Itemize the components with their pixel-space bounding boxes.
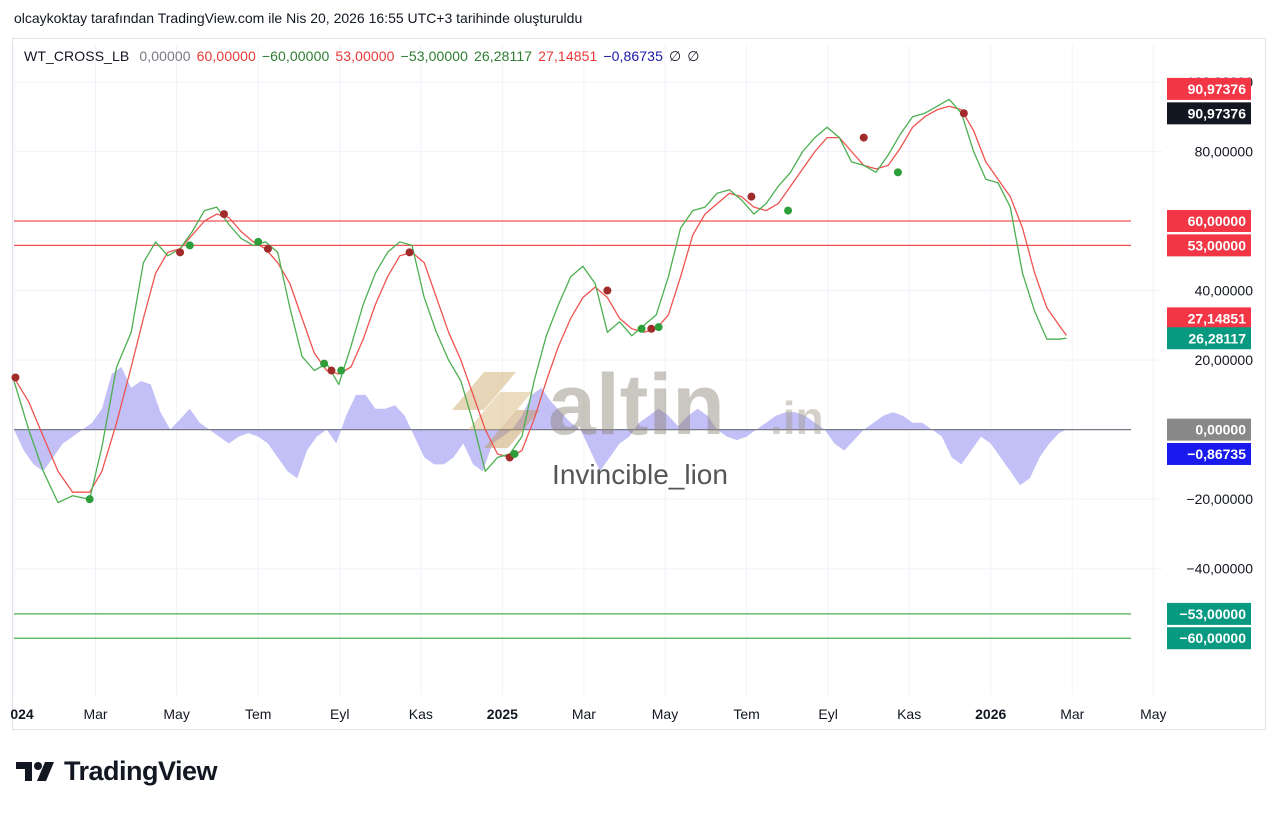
legend-value: 53,00000 — [335, 48, 395, 64]
cross-point-up — [185, 241, 194, 250]
price-badge-label: 60,00000 — [1188, 213, 1247, 229]
cross-point-up — [893, 168, 902, 177]
price-badge-label: 26,28117 — [1188, 330, 1246, 346]
tradingview-logo[interactable]: TradingView — [16, 756, 218, 787]
cross-point-down — [176, 248, 185, 257]
x-tick-label: Kas — [409, 706, 433, 722]
cross-point-down — [859, 133, 868, 142]
cross-point-down — [603, 286, 612, 295]
price-badge — [1167, 77, 1251, 100]
cross-point-down — [327, 366, 336, 375]
legend-value: −60,00000 — [261, 48, 330, 64]
cross-point-up — [337, 366, 346, 375]
tradingview-logo-icon — [16, 761, 54, 781]
price-badge — [1167, 327, 1251, 350]
price-badge-label: 27,14851 — [1188, 310, 1247, 326]
cross-point-up — [510, 449, 519, 458]
price-badge — [1167, 627, 1251, 650]
wt-diff-area — [14, 367, 1067, 486]
y-tick-label: 40,00000 — [1195, 283, 1254, 299]
price-badge-label: −60,00000 — [1179, 630, 1246, 646]
legend-value: 60,00000 — [196, 48, 256, 64]
watermark-brand: altin — [548, 357, 725, 453]
price-badge — [1167, 602, 1251, 625]
cross-point-up — [85, 495, 94, 504]
price-badge-label: 0,00000 — [1195, 422, 1246, 438]
x-tick-label: 2026 — [975, 706, 1006, 722]
x-tick-label: May — [1140, 706, 1166, 722]
price-badge-label: −53,00000 — [1179, 606, 1246, 622]
x-tick-label: Mar — [572, 706, 596, 722]
cross-point-down — [405, 248, 414, 257]
x-tick-label: Eyl — [818, 706, 837, 722]
series-lines — [13, 98, 1067, 504]
chart-header: olcaykoktay tarafından TradingView.com i… — [14, 10, 583, 26]
x-tick-label: Mar — [83, 706, 107, 722]
cross-point-up — [784, 206, 793, 215]
tradingview-logo-text: TradingView — [64, 756, 218, 786]
legend-value: 26,28117 — [474, 48, 533, 64]
indicator-legend[interactable]: WT_CROSS_LB 0,00000 60,00000 −60,00000 53,0… — [24, 48, 706, 65]
cross-point-down — [959, 109, 968, 118]
y-tick-label: −40,00000 — [1186, 561, 1253, 577]
price-badge-label: 90,97376 — [1188, 105, 1247, 121]
chart-panel — [12, 38, 1266, 730]
price-badge — [1167, 210, 1251, 233]
price-badge-label: 90,97376 — [1188, 81, 1247, 97]
x-tick-label: Eyl — [330, 706, 349, 722]
level-lines — [14, 220, 1131, 639]
x-tick-label: Kas — [897, 706, 921, 722]
price-badge — [1167, 442, 1251, 465]
legend-value: ∅ — [687, 48, 700, 64]
price-badge-label: 53,00000 — [1188, 237, 1247, 253]
x-tick-label: Tem — [733, 706, 759, 722]
watermark-username: Invincible_lion — [552, 459, 728, 490]
price-badge — [1167, 102, 1251, 125]
price-badge — [1167, 418, 1251, 441]
x-tick-label: May — [652, 706, 678, 722]
legend-value: 27,14851 — [538, 48, 598, 64]
series-wt1 — [13, 98, 1067, 504]
price-badge — [1167, 234, 1251, 257]
x-tick-label: 2025 — [487, 706, 518, 722]
cross-point-down — [747, 192, 756, 201]
y-tick-label: 80,00000 — [1195, 143, 1254, 159]
x-axis: 024 Mar May Tem Eyl Kas 2025 Mar May Tem Eyl Kas 202… — [10, 706, 1166, 722]
cross-points — [11, 109, 968, 504]
y-tick-label: −20,00000 — [1186, 491, 1253, 507]
legend-value: ∅ — [668, 48, 682, 64]
cross-point-up — [254, 237, 263, 246]
x-tick-label: Tem — [245, 706, 271, 722]
legend-title: WT_CROSS_LB — [24, 48, 130, 64]
cross-point-down — [219, 210, 228, 219]
cross-point-up — [320, 359, 329, 368]
price-badge — [1167, 307, 1251, 330]
legend-value: 0,00000 — [139, 48, 191, 64]
x-tick-label: Mar — [1060, 706, 1084, 722]
series-wt2 — [13, 105, 1067, 493]
legend-value: −53,00000 — [400, 48, 469, 64]
x-tick-label: May — [163, 706, 189, 722]
watermark-suffix: .in — [770, 392, 824, 444]
cross-point-down — [647, 324, 656, 333]
cross-point-down — [263, 244, 272, 253]
x-tick-label: 024 — [10, 706, 34, 722]
cross-point-down — [11, 373, 20, 382]
series-wt-diff — [14, 367, 1067, 486]
cross-point-up — [654, 323, 663, 332]
cross-point-up — [637, 324, 646, 333]
price-badges: 90,97376 90,97376 60,00000 53,00000 27,14851… — [1167, 77, 1251, 650]
y-tick-label: 20,00000 — [1195, 352, 1254, 368]
watermark: altin .in — [452, 357, 824, 453]
price-badge-label: −0,86735 — [1187, 446, 1246, 462]
legend-value: −0,86735 — [603, 48, 663, 64]
